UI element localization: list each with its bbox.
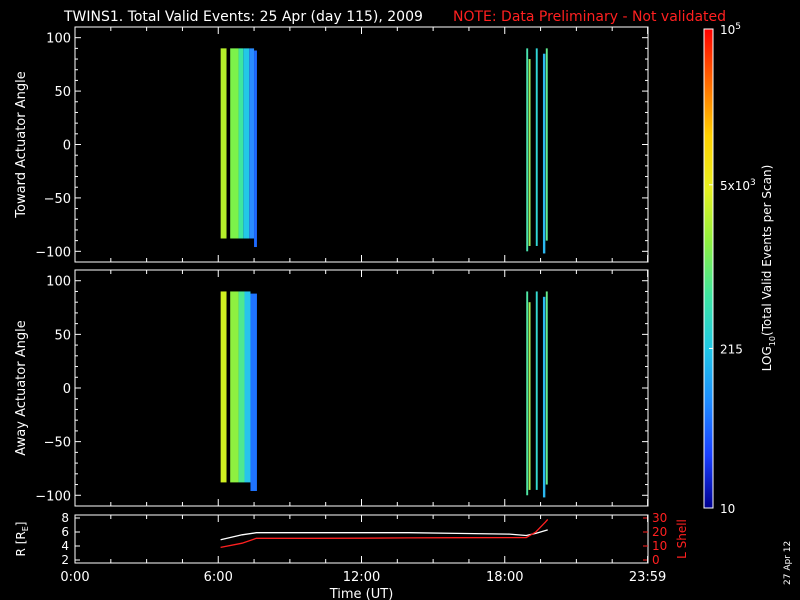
preliminary-note: NOTE: Data Preliminary - Not validated <box>453 9 726 25</box>
y2-tick-label: 10 <box>652 539 667 553</box>
y-tick-label: 50 <box>54 328 71 343</box>
y-tick-label: 8 <box>61 511 69 525</box>
colorbar-tick-exp: 3 <box>750 178 756 188</box>
colorbar-tick-base: 10 <box>720 23 735 37</box>
y-tick-label: 100 <box>46 275 71 290</box>
heatmap-strip <box>528 59 531 246</box>
x-tick-label: 6:00 <box>204 570 233 585</box>
y-axis-label: Away Actuator Angle <box>14 320 29 455</box>
plot-frame <box>74 269 649 507</box>
heatmap-strip <box>526 48 529 252</box>
heatmap-strip <box>254 50 257 248</box>
y2-tick-label: 20 <box>652 525 667 539</box>
y-tick-label: −100 <box>35 489 71 504</box>
plot-frame <box>74 514 649 564</box>
y-tick-label: −100 <box>35 245 71 260</box>
colorbar-tick-base: 215 <box>720 342 743 356</box>
colorbar-gradient <box>703 28 714 509</box>
radius-line <box>220 529 548 541</box>
chart-title: TWINS1. Total Valid Events: 25 Apr (day … <box>63 9 423 25</box>
heatmap-strip <box>535 48 538 246</box>
heatmap-strip <box>220 291 227 483</box>
y-tick-label: 6 <box>61 525 69 539</box>
y-tick-label: 100 <box>46 32 71 47</box>
y-tick-label: 4 <box>61 539 69 553</box>
colorbar-tick-label: 5x103 <box>720 178 756 193</box>
heatmap-strip <box>542 53 546 254</box>
colorbar-tick-label: 10 <box>720 502 735 516</box>
heatmap-strip <box>238 291 245 483</box>
y-axis-label: Toward Actuator Angle <box>14 71 29 218</box>
y-axis-label: R [RE] <box>14 522 30 557</box>
toward-angle-panel: 100 50 0 −50 −100 Toward Actuator Angle <box>14 26 649 263</box>
y2-tick-label: 30 <box>652 511 667 525</box>
y2-tick-label: 0 <box>652 553 660 567</box>
l-shell-line <box>220 518 549 549</box>
colorbar-label-rest: (Total Valid Events per Scan) <box>760 165 774 336</box>
x-axis-label: Time (UT) <box>329 587 394 600</box>
x-tick-label: 18:00 <box>486 570 523 585</box>
heatmap-strip <box>238 48 244 239</box>
colorbar-tick-base: 10 <box>720 502 735 516</box>
heatmap-strip <box>250 293 257 491</box>
colorbar-label-sub: 10 <box>768 336 777 346</box>
x-tick-label: 12:00 <box>343 570 380 585</box>
heatmap-strip <box>535 291 538 490</box>
heatmap-strip <box>526 291 529 496</box>
heatmap-strip <box>542 296 546 498</box>
colorbar-label-log: LOG <box>760 346 774 371</box>
x-tick-label: 23:59 <box>629 570 666 585</box>
colorbar-tick-label: 215 <box>720 342 743 356</box>
y-axis-label-sub: E <box>21 526 30 531</box>
heatmap-strip <box>545 291 548 485</box>
y-tick-label: −50 <box>44 192 71 207</box>
y-tick-label: 0 <box>63 382 71 397</box>
heatmap-strip <box>545 48 548 241</box>
heatmap-strip <box>244 291 251 483</box>
x-tick-label: 0:00 <box>60 570 89 585</box>
heatmap-strip <box>230 48 239 239</box>
heatmap-strip <box>249 48 255 239</box>
colorbar-tick-base: 5x10 <box>720 179 750 193</box>
y-axis-label-main: R [R <box>14 531 28 556</box>
colorbar-tick-exp: 5 <box>735 22 741 32</box>
y-tick-label: 2 <box>61 553 69 567</box>
y-tick-label: 50 <box>54 85 71 100</box>
heatmap-strip <box>230 291 239 483</box>
heatmap-strip <box>226 291 231 483</box>
heatmap-strip <box>528 302 531 490</box>
heatmap-strip <box>243 48 250 239</box>
heatmap-strip <box>226 48 231 239</box>
plot-frame <box>74 26 649 263</box>
y-axis-label-close: ] <box>14 522 28 527</box>
date-stamp: 27 Apr 12 <box>783 541 793 585</box>
away-angle-panel: 100 50 0 −50 −100 Away Actuator Angle <box>14 269 649 507</box>
colorbar-label: LOG10(Total Valid Events per Scan) <box>760 165 777 372</box>
y-tick-label: 0 <box>63 139 71 154</box>
y-tick-label: −50 <box>44 436 71 451</box>
colorbar-tick-label: 105 <box>720 22 741 37</box>
heatmap-strip <box>220 48 227 239</box>
y2-axis-label: L Shell <box>675 519 689 559</box>
